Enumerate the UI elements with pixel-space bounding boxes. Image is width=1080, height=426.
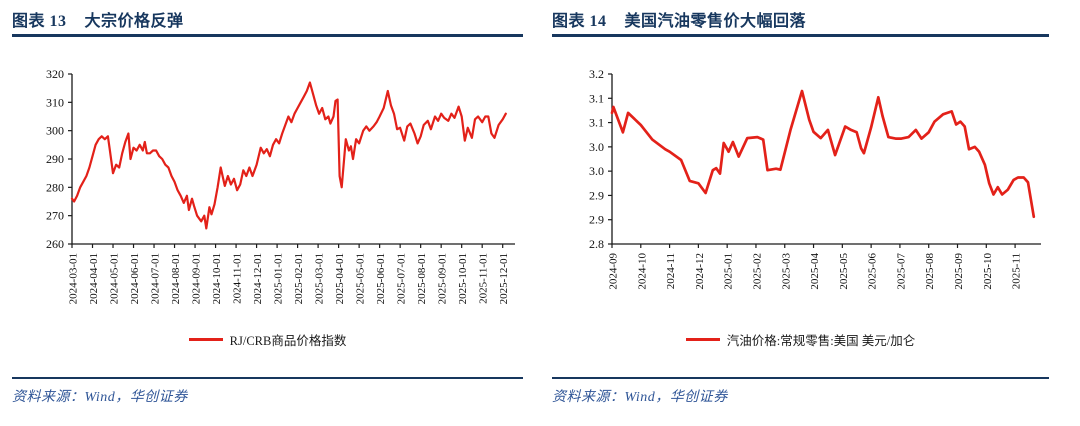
source-note: 资料来源：Wind，华创证券 xyxy=(12,390,188,405)
svg-text:2024-08-01: 2024-08-01 xyxy=(170,253,182,304)
svg-text:2025-09: 2025-09 xyxy=(953,253,965,290)
svg-text:2025-07: 2025-07 xyxy=(895,253,907,290)
svg-text:2025-05: 2025-05 xyxy=(838,253,850,290)
svg-text:2024-11: 2024-11 xyxy=(665,253,677,289)
svg-text:2025-09-01: 2025-09-01 xyxy=(437,253,449,304)
svg-text:3.2: 3.2 xyxy=(589,67,604,81)
svg-text:2025-02-01: 2025-02-01 xyxy=(293,253,305,304)
svg-text:2024-10: 2024-10 xyxy=(636,253,648,290)
svg-text:2025-08: 2025-08 xyxy=(924,253,936,290)
legend-line-swatch xyxy=(188,337,223,341)
svg-text:320: 320 xyxy=(46,67,64,81)
rj-crb-index-chart: 260 270 280 290 300 310 320 2024-03-01 2024-04-0… xyxy=(46,67,515,304)
legend-label: 汽油价格:常规零售:美国 美元/加仑 xyxy=(726,333,916,348)
legend-line-swatch xyxy=(685,337,720,341)
figure-13-legend: RJ/CRB商品价格指数 xyxy=(12,327,523,351)
svg-text:2024-12: 2024-12 xyxy=(694,253,706,290)
us-gasoline-price-chart: 2.8 2.9 2.9 3.0 3.0 3.1 3.1 3.2 2024-09 2024-10 20… xyxy=(589,67,1041,290)
svg-text:2025-06: 2025-06 xyxy=(867,253,879,290)
figure-14-label: 图表 14 xyxy=(552,13,607,30)
svg-text:3.1: 3.1 xyxy=(589,91,604,105)
svg-text:2024-07-01: 2024-07-01 xyxy=(150,253,162,304)
svg-text:2025-12-01: 2025-12-01 xyxy=(498,253,510,304)
source-note: 资料来源：Wind，华创证券 xyxy=(552,390,728,405)
svg-text:2025-08-01: 2025-08-01 xyxy=(416,253,428,304)
svg-text:2025-02: 2025-02 xyxy=(751,253,763,290)
title-rule xyxy=(12,34,523,37)
svg-text:2025-10: 2025-10 xyxy=(982,253,994,290)
svg-text:2024-04-01: 2024-04-01 xyxy=(88,253,100,304)
svg-text:2025-01-01: 2025-01-01 xyxy=(273,253,285,304)
svg-text:2024-11-01: 2024-11-01 xyxy=(232,253,244,304)
svg-text:270: 270 xyxy=(46,209,64,223)
svg-text:2024-10-01: 2024-10-01 xyxy=(211,253,223,304)
figure-14-panel: 图表 14 美国汽油零售价大幅回落 2.8 2.9 2.9 3.0 3.0 3.1 3.1 3.… xyxy=(552,0,1049,426)
figure-13-title: 图表 13 大宗价格反弹 xyxy=(12,7,523,34)
svg-text:2025-03-01: 2025-03-01 xyxy=(314,253,326,304)
svg-text:2025-04: 2025-04 xyxy=(809,253,821,290)
title-rule xyxy=(552,34,1049,37)
svg-text:2024-06-01: 2024-06-01 xyxy=(129,253,141,304)
svg-text:290: 290 xyxy=(46,152,64,166)
svg-text:2024-03-01: 2024-03-01 xyxy=(68,253,80,304)
figure-13-label: 图表 13 xyxy=(12,13,67,30)
figure-14-title-text: 美国汽油零售价大幅回落 xyxy=(624,13,807,30)
svg-text:2024-09-01: 2024-09-01 xyxy=(191,253,203,304)
figure-13-title-text: 大宗价格反弹 xyxy=(84,13,184,30)
legend-label: RJ/CRB商品价格指数 xyxy=(229,333,347,348)
svg-text:2.9: 2.9 xyxy=(589,213,604,227)
svg-text:2024-05-01: 2024-05-01 xyxy=(109,253,121,304)
figure-13-panel: 图表 13 大宗价格反弹 260 270 280 290 300 310 320 2024-03… xyxy=(12,0,523,426)
svg-text:310: 310 xyxy=(46,95,64,109)
bottom-rule xyxy=(12,377,523,379)
figure-14-title: 图表 14 美国汽油零售价大幅回落 xyxy=(552,7,1049,34)
svg-text:3.0: 3.0 xyxy=(589,140,604,154)
svg-text:2025-10-01: 2025-10-01 xyxy=(457,253,469,304)
svg-text:2025-04-01: 2025-04-01 xyxy=(334,253,346,304)
svg-text:3.0: 3.0 xyxy=(589,164,604,178)
figure-14-legend: 汽油价格:常规零售:美国 美元/加仑 xyxy=(552,327,1049,351)
svg-text:2025-06-01: 2025-06-01 xyxy=(375,253,387,304)
svg-text:2024-12-01: 2024-12-01 xyxy=(252,253,264,304)
svg-text:3.1: 3.1 xyxy=(589,116,604,130)
svg-text:2025-11: 2025-11 xyxy=(1011,253,1023,289)
svg-text:2.8: 2.8 xyxy=(589,237,604,251)
svg-text:260: 260 xyxy=(46,237,64,251)
svg-text:2025-11-01: 2025-11-01 xyxy=(478,253,490,304)
svg-text:280: 280 xyxy=(46,180,64,194)
svg-text:2025-07-01: 2025-07-01 xyxy=(396,253,408,304)
svg-text:300: 300 xyxy=(46,124,64,138)
svg-text:2025-01: 2025-01 xyxy=(723,253,735,290)
svg-text:2024-09: 2024-09 xyxy=(608,253,620,290)
svg-text:2.9: 2.9 xyxy=(589,188,604,202)
svg-text:2025-03: 2025-03 xyxy=(780,253,792,290)
svg-text:2025-05-01: 2025-05-01 xyxy=(355,253,367,304)
bottom-rule xyxy=(552,377,1049,379)
